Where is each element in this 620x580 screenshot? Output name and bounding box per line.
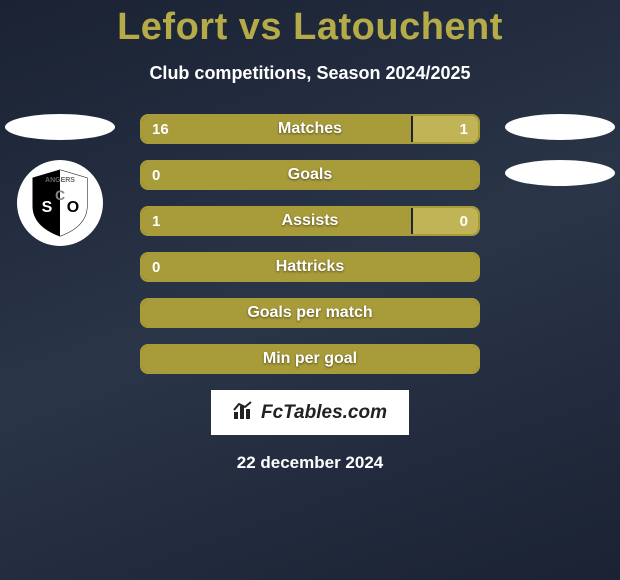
right-badge-column [500, 114, 620, 206]
svg-text:O: O [67, 199, 79, 216]
footer: FcTables.com 22 december 2024 [0, 390, 620, 473]
svg-text:C: C [55, 187, 65, 203]
body-area: ANGERS S O C Matches161Goals0Assists10Ha… [0, 114, 620, 473]
stat-value-left: 16 [152, 116, 169, 142]
brand-text: FcTables.com [261, 402, 387, 424]
country-flag-placeholder-right-2 [505, 160, 615, 186]
stat-value-left: 1 [152, 208, 160, 234]
stat-label: Goals per match [142, 300, 478, 326]
stat-label: Matches [142, 116, 478, 142]
club-logo-left: ANGERS S O C [17, 160, 103, 246]
player2-name: Latouchent [293, 6, 503, 48]
left-badge-column: ANGERS S O C [0, 114, 120, 246]
stat-value-left: 0 [152, 254, 160, 280]
stat-label: Hattricks [142, 254, 478, 280]
stat-label: Assists [142, 208, 478, 234]
angers-sco-shield-icon: ANGERS S O C [29, 168, 91, 238]
svg-text:ANGERS: ANGERS [45, 177, 75, 184]
svg-text:S: S [42, 199, 53, 216]
stat-label: Min per goal [142, 346, 478, 372]
brand-box: FcTables.com [211, 390, 409, 435]
vs-label: vs [239, 6, 282, 48]
stat-label: Goals [142, 162, 478, 188]
stat-value-right: 0 [460, 208, 468, 234]
page-title: Lefort vs Latouchent [0, 0, 620, 49]
stat-row: Goals0 [140, 160, 480, 190]
stat-row: Assists1 0 [140, 206, 480, 236]
stat-row: Matches16 1 [140, 114, 480, 144]
country-flag-placeholder-left [5, 114, 115, 140]
stats-list: Matches161Goals0Assists10Hattricks0Goals… [140, 114, 480, 374]
comparison-card: Lefort vs Latouchent Club competitions, … [0, 0, 620, 580]
stat-row: Goals per match [140, 298, 480, 328]
stat-row: Hattricks0 [140, 252, 480, 282]
country-flag-placeholder-right-1 [505, 114, 615, 140]
player1-name: Lefort [117, 6, 228, 48]
stat-row: Min per goal [140, 344, 480, 374]
stat-value-left: 0 [152, 162, 160, 188]
chart-icon [233, 400, 255, 425]
subtitle: Club competitions, Season 2024/2025 [0, 63, 620, 84]
stat-value-right: 1 [460, 116, 468, 142]
date-text: 22 december 2024 [237, 453, 384, 473]
